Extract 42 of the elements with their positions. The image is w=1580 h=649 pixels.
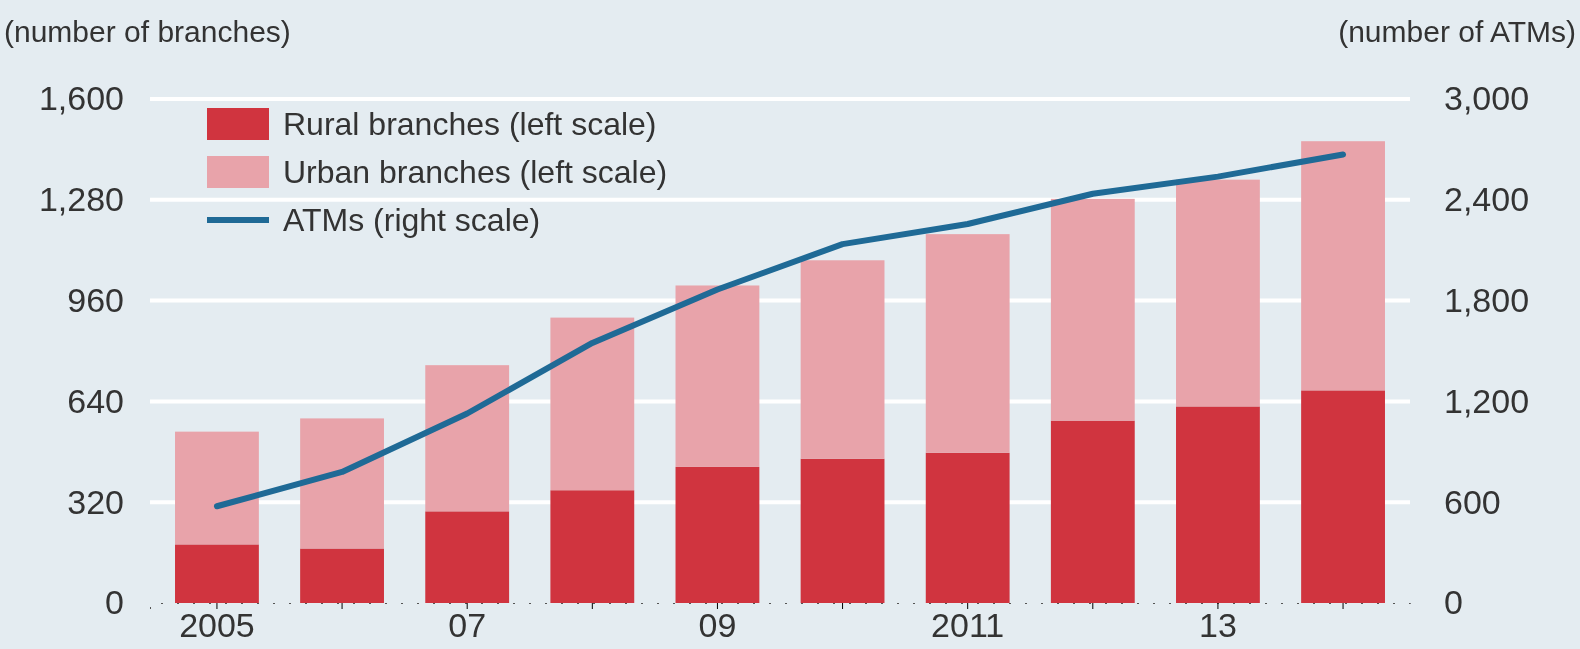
- x-tick-label: 09: [698, 606, 737, 645]
- y-tick-label: 320: [67, 482, 124, 521]
- y-axis-title: (number of branches): [4, 15, 291, 48]
- bar: [300, 418, 384, 549]
- bar: [1050, 198, 1135, 421]
- y-tick-label: 1,600: [38, 79, 124, 118]
- bar: [800, 260, 885, 459]
- y-tick-label: 1,280: [38, 180, 124, 219]
- y2-tick-label: 3,000: [1444, 79, 1530, 118]
- bar: [800, 458, 885, 603]
- bar: [175, 431, 259, 545]
- x-tick-label: 2005: [179, 606, 255, 645]
- legend-label: Urban branches (left scale): [283, 154, 668, 190]
- y-tick-label: 0: [105, 583, 124, 622]
- bar: [1176, 179, 1260, 407]
- bar: [675, 285, 760, 467]
- bar: [675, 466, 760, 603]
- legend-label: ATMs (right scale): [283, 202, 541, 238]
- y2-axis-title: (number of ATMs): [1338, 15, 1576, 48]
- bar: [925, 234, 1010, 453]
- y-tick-label: 960: [67, 280, 124, 319]
- x-tick-label: 07: [448, 606, 487, 645]
- y2-tick-label: 600: [1444, 482, 1501, 521]
- bar: [925, 452, 1010, 603]
- bar: [550, 490, 635, 603]
- bar: [550, 317, 635, 491]
- bar: [300, 548, 384, 603]
- bar: [425, 511, 510, 603]
- bar: [1050, 420, 1135, 603]
- bar: [175, 544, 259, 603]
- legend-label: Rural branches (left scale): [283, 106, 657, 142]
- y2-tick-label: 0: [1444, 583, 1463, 622]
- y2-tick-label: 2,400: [1444, 180, 1530, 219]
- y2-tick-label: 1,800: [1444, 280, 1530, 319]
- x-tick-label: 13: [1199, 606, 1237, 645]
- y-tick-label: 640: [67, 381, 124, 420]
- bar: [1301, 390, 1385, 603]
- bar: [1301, 141, 1385, 391]
- y2-tick-label: 1,200: [1444, 381, 1530, 420]
- bar: [1176, 406, 1260, 603]
- x-tick-label: 2011: [931, 606, 1005, 645]
- bar: [425, 365, 510, 512]
